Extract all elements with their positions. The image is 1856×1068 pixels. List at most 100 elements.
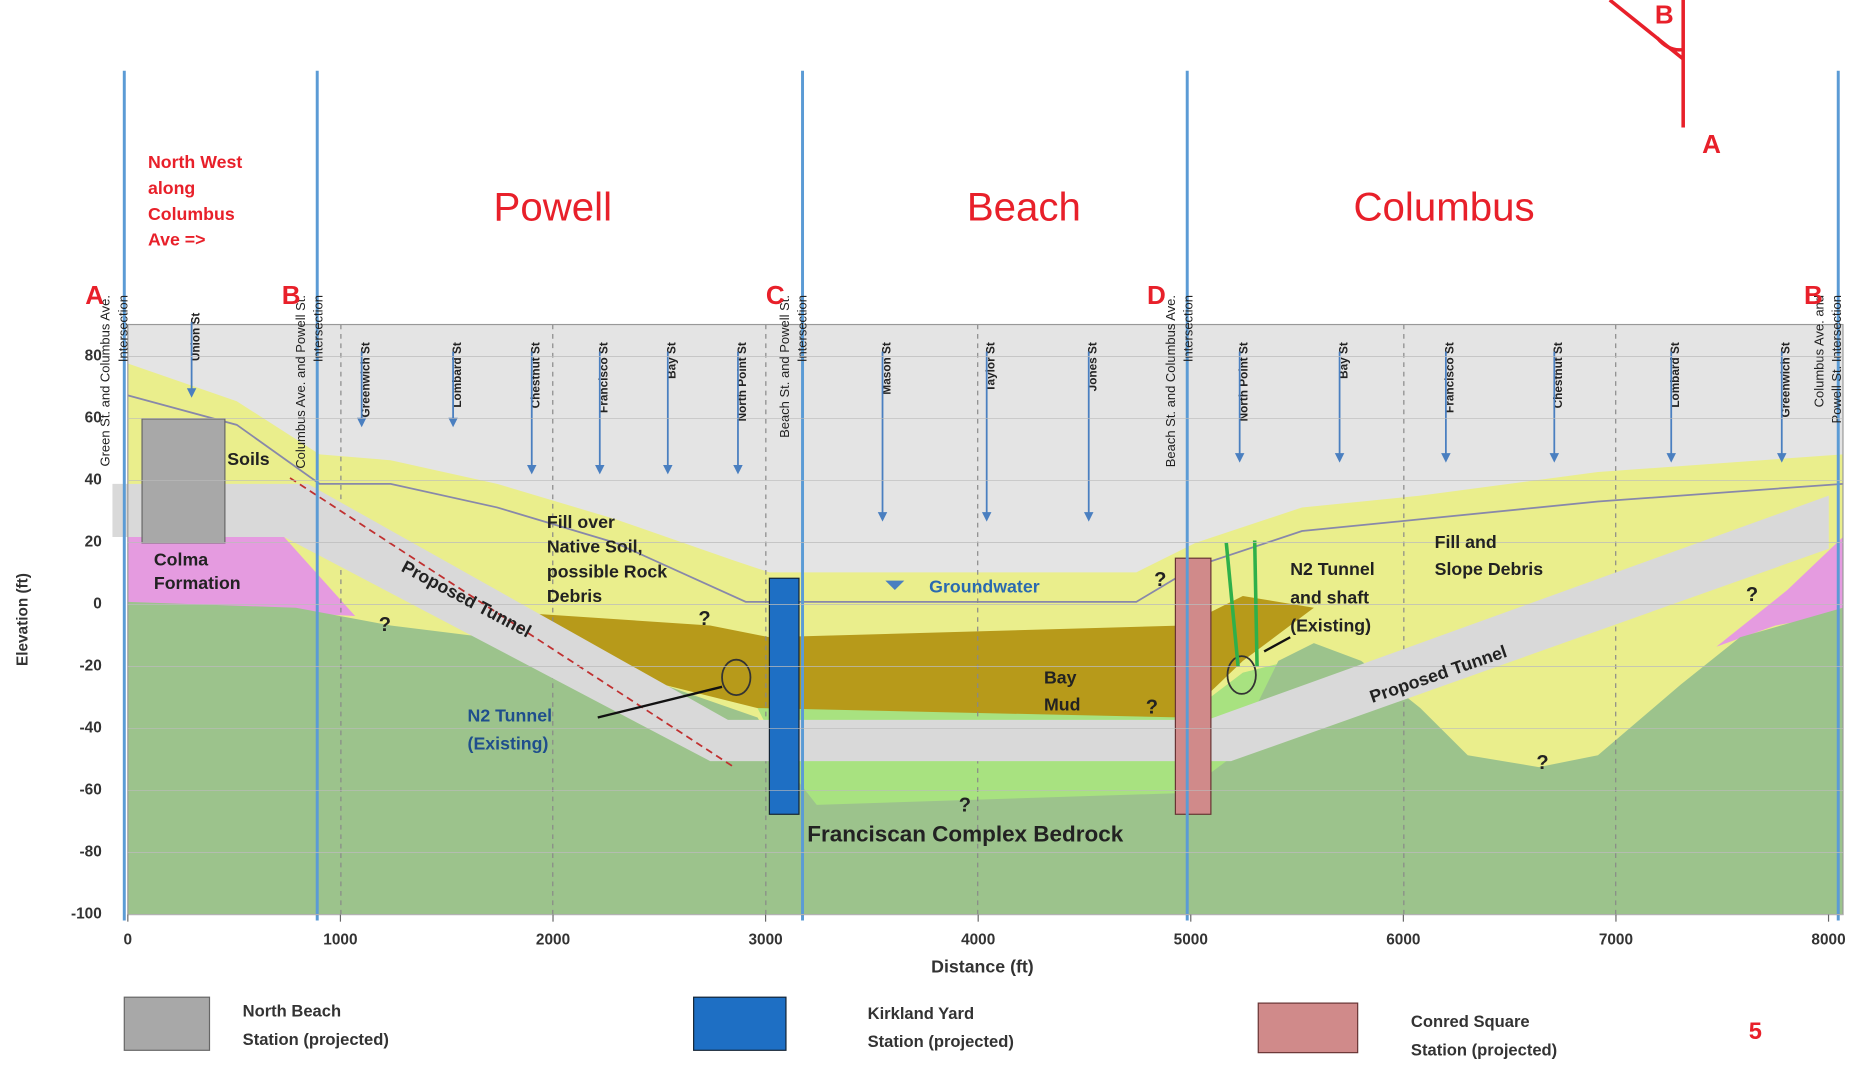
unknown-mark: ? — [1746, 584, 1758, 606]
street-label: Lombard St — [1668, 342, 1682, 408]
street-label: Francisco St — [597, 342, 611, 413]
arrow-head — [733, 464, 743, 475]
legend-label-line: North Beach — [243, 1002, 341, 1021]
unknown-mark: ? — [379, 614, 391, 636]
street-label: North Point St — [735, 342, 749, 421]
street-label: Taylor St — [984, 342, 998, 392]
intersection-label: Columbus Ave. and Powell St. Intersection — [293, 295, 326, 469]
intersection-label: Columbus Ave. and Powell St. Intersection — [1812, 295, 1845, 423]
arrow-head — [1441, 453, 1451, 463]
arrow-head — [1666, 453, 1676, 463]
y-tick-label: -20 — [80, 658, 102, 675]
north-beach-station — [141, 418, 226, 544]
legend-label: North Beach Station (projected) — [243, 1002, 389, 1049]
section-point: C — [766, 280, 785, 310]
shaft — [1252, 540, 1259, 667]
unit-label-line: Fill over — [547, 511, 615, 531]
legend-label-line: Conred Square — [1411, 1013, 1530, 1032]
n2-tunnel — [721, 658, 752, 696]
direction-note-line: along — [148, 178, 195, 198]
y-tick-label: 40 — [85, 472, 102, 489]
direction-note-line: Columbus — [148, 203, 235, 223]
unknown-mark: ? — [698, 608, 710, 630]
arrow-head — [186, 388, 197, 398]
x-tick-label: 2000 — [536, 932, 570, 949]
unit-label-line: and shaft — [1290, 587, 1369, 607]
arrow — [597, 685, 723, 719]
intersection-line: Powell St. Intersection — [1830, 295, 1845, 423]
bay-mud-layer — [532, 595, 1314, 720]
street-label: Jones St — [1086, 342, 1100, 391]
legend-label-line: Station (projected) — [1411, 1041, 1557, 1060]
conred-station — [1174, 557, 1212, 815]
segment-label: Columbus — [1354, 185, 1535, 230]
intersection-line: Intersection — [311, 295, 326, 362]
x-axis-title: Distance (ft) — [931, 956, 1034, 976]
legend-swatch — [1257, 1002, 1359, 1054]
legend-label-line: Kirkland Yard — [868, 1004, 974, 1023]
y-tick-label: -40 — [80, 720, 102, 737]
arrow-head — [595, 464, 605, 475]
unit-label-line: N2 Tunnel — [1290, 559, 1374, 579]
intersection-line: Intersection — [1181, 295, 1196, 362]
unit-label: Franciscan Complex Bedrock — [807, 821, 1123, 846]
unknown-mark: ? — [1146, 696, 1158, 718]
x-tick-label: 5000 — [1174, 932, 1208, 949]
segment-label: Powell — [494, 185, 613, 230]
unit-label-line: Slope Debris — [1435, 559, 1544, 579]
arrow-head — [981, 512, 992, 522]
segment-label: Beach — [967, 185, 1081, 230]
legend-swatch — [123, 996, 211, 1051]
key-label: B — [1655, 0, 1674, 29]
legend-label: Kirkland Yard Station (projected) — [868, 1004, 1014, 1051]
x-tick-label: 3000 — [748, 932, 782, 949]
y-tick-label: 80 — [85, 347, 102, 364]
section-point: B — [282, 280, 301, 310]
tunnel-edge — [289, 477, 735, 768]
intersection-label: Beach St. and Columbus Ave. Intersection — [1163, 295, 1196, 467]
unknown-mark: ? — [1154, 569, 1166, 591]
street-label: Chestnut St — [529, 342, 543, 408]
intersection-line: Beach St. and Columbus Ave. — [1163, 295, 1178, 467]
unit-label-line: Bay — [1044, 667, 1077, 687]
street-label: Union St — [188, 313, 202, 361]
intersection-label: Green St. and Columbus Ave. Intersection — [98, 295, 131, 466]
street-label: Bay St — [665, 342, 679, 379]
section-lines — [122, 70, 1840, 921]
x-tick-label: 7000 — [1599, 932, 1633, 949]
unit-label: Groundwater — [929, 576, 1040, 596]
intersection-line: Columbus Ave. and Powell St. — [293, 295, 308, 469]
unit-label-line: Debris — [547, 586, 602, 606]
y-tick-label: 20 — [85, 534, 102, 551]
arrow-head — [448, 417, 458, 428]
y-tick-label: -80 — [80, 844, 102, 861]
soil-boundary — [127, 394, 1844, 603]
unit-label: Colma Formation — [154, 549, 241, 593]
unit-label-line: (Existing) — [1290, 615, 1371, 635]
unit-label: Soils — [227, 449, 270, 469]
kirkland-station — [768, 577, 800, 815]
arrow-head — [356, 417, 367, 428]
page-number: 5 — [1749, 1019, 1762, 1045]
unit-label: Bay Mud — [1044, 667, 1080, 714]
unit-label-line: (Existing) — [468, 733, 549, 753]
y-tick-label: 0 — [93, 596, 102, 613]
direction-note: North West along Columbus Ave => — [148, 152, 242, 250]
x-tick-label: 6000 — [1386, 932, 1420, 949]
unit-label: Fill and Slope Debris — [1435, 532, 1544, 579]
unit-label-line: Fill and — [1435, 532, 1497, 552]
direction-note-line: North West — [148, 152, 242, 172]
section-point: A — [85, 280, 104, 310]
unit-label-line: Native Soil, — [547, 536, 643, 556]
street-label: Greenwich St — [1779, 342, 1793, 417]
street-label: Chestnut St — [1551, 342, 1565, 408]
unit-label-line: Formation — [154, 573, 241, 593]
arrow-head — [1083, 512, 1094, 522]
colma-layer — [1716, 536, 1843, 647]
street-label: Francisco St — [1443, 342, 1457, 413]
y-tick-label: -60 — [80, 782, 102, 799]
intersection-line: Beach St. and Powell St. — [777, 295, 792, 438]
section-point: B — [1804, 280, 1823, 310]
intersection-line: Intersection — [116, 295, 131, 362]
